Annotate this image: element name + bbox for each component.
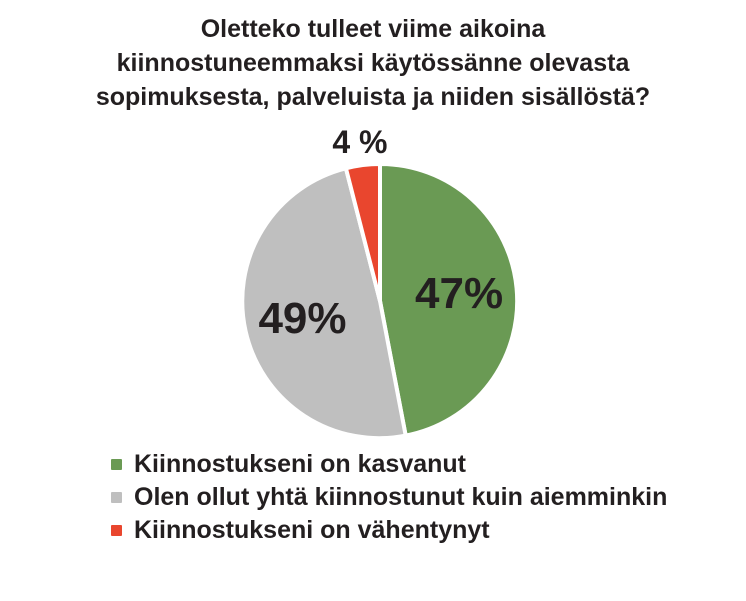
pie-chart: 47% 49% 4 % xyxy=(236,124,524,445)
legend-label: Olen ollut yhtä kiinnostunut kuin aiemmi… xyxy=(134,482,668,511)
chart-title-line: kiinnostuneemmaksi käytössänne olevasta xyxy=(116,49,630,77)
legend-item: Kiinnostukseni on kasvanut xyxy=(106,449,667,478)
legend-swatch-color xyxy=(111,524,122,536)
pie-percent-label: 49% xyxy=(258,294,346,343)
legend-swatch xyxy=(106,519,127,541)
chart-title: Oletteko tulleet viime aikoina kiinnostu… xyxy=(0,12,746,114)
chart-legend: Kiinnostukseni on kasvanut Olen ollut yht… xyxy=(106,449,668,551)
legend-swatch xyxy=(106,453,127,475)
legend-label: Kiinnostukseni on vähentynyt xyxy=(134,515,490,544)
legend-swatch-color xyxy=(111,458,122,470)
pie-slice-1 xyxy=(378,162,520,438)
chart-title-line: Oletteko tulleet viime aikoina xyxy=(200,15,546,43)
pie-percent-label: 4 % xyxy=(332,124,387,160)
chart-title-line: sopimuksesta, palveluista ja niiden sisä… xyxy=(95,83,651,111)
legend-swatch-color xyxy=(111,491,122,503)
legend-item: Olen ollut yhtä kiinnostunut kuin aiemmi… xyxy=(106,482,668,511)
pie-slice-2 xyxy=(240,166,408,441)
legend-swatch xyxy=(106,486,127,508)
legend-item: Kiinnostukseni on vähentynyt xyxy=(106,515,667,544)
pie-percent-label: 47% xyxy=(415,269,503,318)
legend-label: Kiinnostukseni on kasvanut xyxy=(134,449,467,478)
pie-slice-3 xyxy=(343,161,382,303)
